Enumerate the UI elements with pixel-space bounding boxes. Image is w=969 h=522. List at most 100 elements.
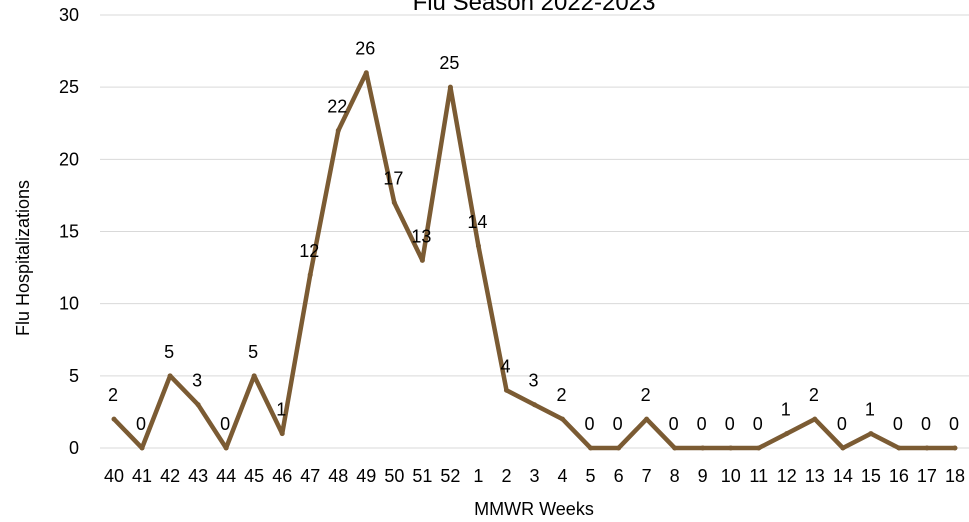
data-point xyxy=(167,373,173,379)
x-tick-label: 18 xyxy=(945,466,965,486)
data-point xyxy=(728,445,734,451)
x-tick-label: 4 xyxy=(558,466,568,486)
data-point xyxy=(560,416,566,422)
data-point xyxy=(784,431,790,437)
data-point xyxy=(139,445,145,451)
x-tick-label: 47 xyxy=(300,466,320,486)
data-label: 1 xyxy=(865,400,875,420)
data-point xyxy=(111,416,117,422)
data-label: 0 xyxy=(893,414,903,434)
x-tick-label: 9 xyxy=(698,466,708,486)
y-tick-label: 10 xyxy=(59,294,79,314)
data-point xyxy=(251,373,257,379)
data-label: 25 xyxy=(439,53,459,73)
data-label: 2 xyxy=(108,385,118,405)
data-point xyxy=(363,70,369,76)
data-label: 17 xyxy=(383,169,403,189)
data-label: 3 xyxy=(192,371,202,391)
data-point xyxy=(335,127,341,133)
data-label: 0 xyxy=(753,414,763,434)
data-point xyxy=(616,445,622,451)
y-axis-title: Flu Hospitalizations xyxy=(13,180,33,336)
data-point xyxy=(447,84,453,90)
x-tick-label: 8 xyxy=(670,466,680,486)
y-tick-label: 15 xyxy=(59,222,79,242)
data-label: 4 xyxy=(500,356,510,376)
series-line xyxy=(111,70,958,451)
data-label: 0 xyxy=(725,414,735,434)
data-label: 0 xyxy=(949,414,959,434)
data-point xyxy=(532,402,537,408)
y-tick-label: 5 xyxy=(69,366,79,386)
x-tick-label: 43 xyxy=(188,466,208,486)
data-label: 13 xyxy=(411,226,431,246)
y-tick-label: 30 xyxy=(59,5,79,25)
x-tick-label: 42 xyxy=(160,466,180,486)
x-tick-label: 48 xyxy=(328,466,348,486)
data-point xyxy=(475,243,481,249)
x-tick-label: 10 xyxy=(721,466,741,486)
data-point xyxy=(307,272,313,278)
data-label: 0 xyxy=(697,414,707,434)
data-label: 2 xyxy=(641,385,651,405)
x-tick-label: 44 xyxy=(216,466,236,486)
x-tick-label: 51 xyxy=(412,466,432,486)
data-label: 5 xyxy=(164,342,174,362)
x-tick-label: 1 xyxy=(473,466,483,486)
y-tick-label: 20 xyxy=(59,149,79,169)
data-point xyxy=(924,445,930,451)
x-tick-label: 6 xyxy=(614,466,624,486)
data-label: 1 xyxy=(276,400,286,420)
data-label: 2 xyxy=(809,385,819,405)
gridlines xyxy=(100,14,969,449)
x-tick-label: 41 xyxy=(132,466,152,486)
data-point xyxy=(195,402,201,408)
series-layer xyxy=(111,70,958,451)
data-label: 12 xyxy=(299,241,319,261)
data-point xyxy=(419,257,425,263)
data-label: 0 xyxy=(669,414,679,434)
data-point xyxy=(279,431,285,437)
data-point xyxy=(812,416,818,422)
data-label: 0 xyxy=(136,414,146,434)
data-point xyxy=(672,445,678,451)
y-tick-label: 25 xyxy=(59,77,79,97)
y-tick-label: 0 xyxy=(69,438,79,458)
data-label: 0 xyxy=(613,414,623,434)
x-tick-label: 2 xyxy=(501,466,511,486)
data-label: 26 xyxy=(355,39,375,59)
x-tick-label: 17 xyxy=(917,466,937,486)
x-tick-label: 40 xyxy=(104,466,124,486)
data-label: 14 xyxy=(467,212,487,232)
data-label: 0 xyxy=(837,414,847,434)
data-label: 0 xyxy=(921,414,931,434)
x-tick-label: 16 xyxy=(889,466,909,486)
data-point xyxy=(503,387,509,393)
data-label: 2 xyxy=(557,385,567,405)
x-tick-label: 11 xyxy=(749,466,768,486)
x-tick-label: 52 xyxy=(440,466,460,486)
data-point xyxy=(840,445,846,451)
x-tick-label: 49 xyxy=(356,466,376,486)
x-tick-label: 15 xyxy=(861,466,881,486)
data-point xyxy=(391,200,397,206)
data-label: 0 xyxy=(220,414,230,434)
data-point xyxy=(896,445,902,451)
data-point xyxy=(700,445,706,451)
data-point xyxy=(952,445,958,451)
x-tick-label: 3 xyxy=(529,466,539,486)
data-label: 0 xyxy=(585,414,595,434)
data-label: 1 xyxy=(781,400,791,420)
data-point xyxy=(223,445,229,451)
data-point xyxy=(644,416,650,422)
data-label: 3 xyxy=(528,371,538,391)
x-tick-label: 50 xyxy=(384,466,404,486)
x-tick-label: 13 xyxy=(805,466,825,486)
x-tick-label: 14 xyxy=(833,466,853,486)
x-tick-label: 45 xyxy=(244,466,264,486)
x-tick-label: 46 xyxy=(272,466,292,486)
data-point xyxy=(588,445,594,451)
x-tick-label: 7 xyxy=(642,466,652,486)
